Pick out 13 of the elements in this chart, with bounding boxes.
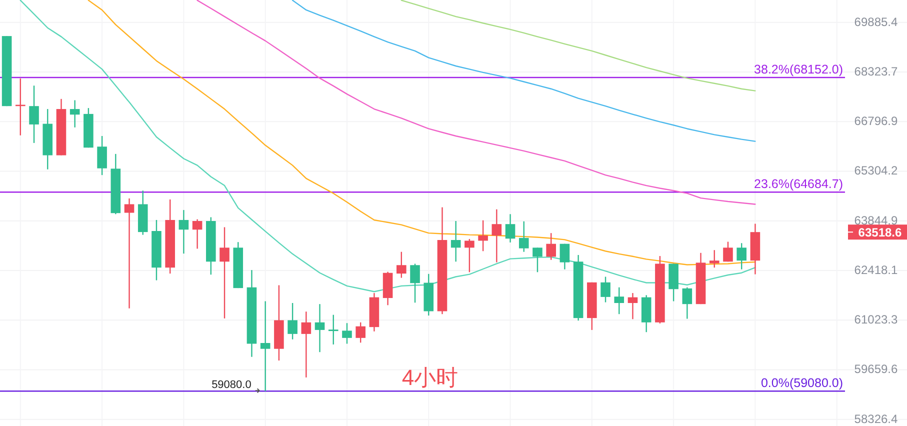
annotations[2]: 63518.6	[848, 224, 907, 240]
annotation: 59080.0	[212, 379, 252, 392]
annotations[1]: 59080.0	[212, 379, 260, 394]
yticks[6]: 66796.9	[854, 114, 898, 128]
yticks[5]: 65304.2	[854, 164, 898, 178]
yticks[0]: 58326.4	[854, 412, 898, 426]
yticks[1]: 59659.6	[854, 362, 898, 376]
yticks[4]: 63844.9	[854, 213, 898, 228]
annotations[0]: 4小时	[402, 365, 458, 390]
yticks[8]: 69885.4	[854, 14, 898, 29]
yticks[7]: 68323.7	[854, 64, 898, 78]
yticks[3]: 62418.1	[854, 262, 898, 277]
yticks[2]: 61023.3	[854, 312, 898, 327]
